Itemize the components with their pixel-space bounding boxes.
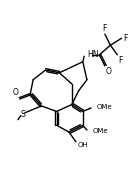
Text: OMe: OMe: [92, 128, 108, 134]
Text: S: S: [20, 110, 25, 119]
Text: O: O: [13, 88, 19, 97]
Text: O: O: [106, 67, 112, 76]
Text: HN: HN: [87, 50, 98, 59]
Text: F: F: [118, 56, 122, 65]
Text: OMe: OMe: [97, 104, 112, 110]
Text: F: F: [123, 34, 127, 43]
Text: OH: OH: [77, 142, 88, 148]
Text: F: F: [103, 24, 107, 33]
